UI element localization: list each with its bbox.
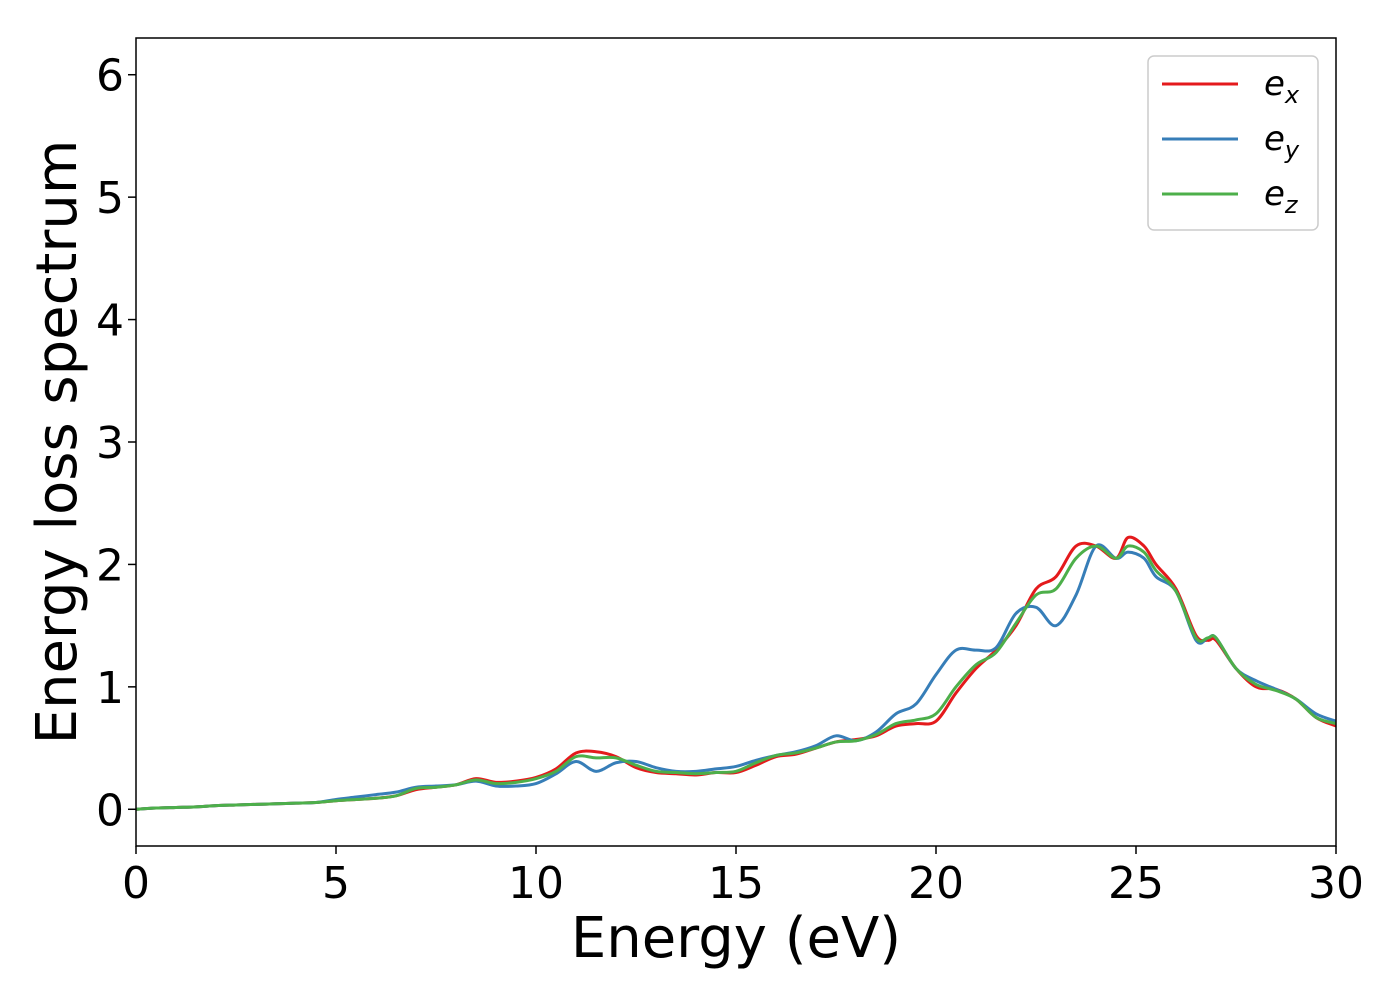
y-axis-label: Energy loss spectrum: [25, 140, 90, 745]
legend-box: [1147, 55, 1319, 231]
y-tick-label: 6: [96, 51, 124, 102]
y-tick-label: 3: [96, 418, 124, 469]
series-line-z: [136, 544, 1336, 811]
x-axis-ticks: 0 5 10 15 20 25 30: [122, 846, 1364, 909]
y-tick-label: 1: [96, 663, 124, 714]
x-tick-label: 5: [322, 858, 350, 909]
legend-label-base: e: [1264, 64, 1285, 104]
y-tick-label: 4: [96, 296, 124, 347]
series-line-y: [136, 543, 1336, 811]
legend-label-subscript: z: [1284, 191, 1299, 219]
x-tick-label: 15: [708, 858, 764, 909]
legend-label-subscript: x: [1284, 81, 1300, 109]
y-axis-ticks: 0 1 2 3 4 5 6: [96, 51, 136, 836]
x-tick-label: 10: [508, 858, 564, 909]
x-axis-label: Energy (eV): [571, 906, 901, 971]
legend-label-base: e: [1264, 174, 1285, 214]
y-tick-label: 5: [96, 173, 124, 224]
series-layer: [136, 535, 1336, 811]
legend-label-z: ez: [1264, 174, 1299, 219]
x-tick-label: 30: [1308, 858, 1364, 909]
legend-label-x: ex: [1264, 64, 1300, 109]
legend-label-y: ey: [1264, 119, 1300, 164]
legend-label-base: e: [1264, 119, 1285, 159]
y-tick-label: 2: [96, 540, 124, 591]
y-tick-label: 0: [96, 785, 124, 836]
x-tick-label: 25: [1108, 858, 1164, 909]
x-tick-label: 0: [122, 858, 150, 909]
x-tick-label: 20: [908, 858, 964, 909]
legend-label-subscript: y: [1284, 136, 1300, 164]
